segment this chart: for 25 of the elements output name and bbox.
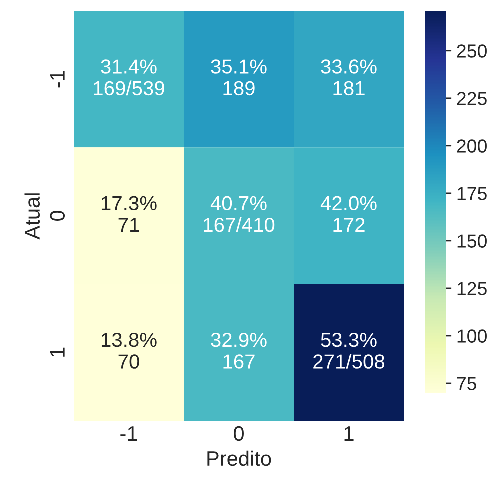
data-label: 42.0% 172 bbox=[320, 196, 377, 232]
data-label: 32.9% 167 bbox=[211, 332, 267, 369]
data-label: 17.3% 71 bbox=[102, 196, 157, 232]
x-axis-title: Predito bbox=[208, 450, 272, 466]
data-label: 31.4% 169/539 bbox=[94, 60, 164, 96]
color-bar-label: 200 bbox=[457, 140, 487, 153]
x-tick-label: -1 bbox=[120, 426, 138, 441]
color-bar-label: 150 bbox=[458, 234, 487, 248]
color-bar-label: 75 bbox=[457, 377, 476, 390]
y-axis-title: Atual bbox=[24, 194, 40, 240]
y-tick-label: 1 bbox=[50, 348, 65, 357]
data-label: 33.6% 181 bbox=[321, 60, 377, 96]
color-bar-label: 225 bbox=[457, 92, 487, 106]
color-bar-label: 250 bbox=[457, 44, 487, 58]
data-label: 13.8% 70 bbox=[102, 332, 157, 369]
data-label: 53.3% 271/508 bbox=[314, 332, 385, 369]
color-bar-label: 125 bbox=[458, 282, 487, 296]
x-tick-label: 0 bbox=[234, 426, 244, 442]
y-tick-label: 0 bbox=[50, 211, 66, 221]
y-tick-label: -1 bbox=[50, 71, 65, 88]
color-bar-label: 100 bbox=[458, 330, 487, 343]
data-label: 40.7% 167/410 bbox=[204, 196, 275, 232]
color-bar-label: 175 bbox=[458, 187, 487, 200]
data-label: 35.1% 189 bbox=[211, 60, 267, 96]
x-tick-label: 1 bbox=[344, 426, 354, 441]
